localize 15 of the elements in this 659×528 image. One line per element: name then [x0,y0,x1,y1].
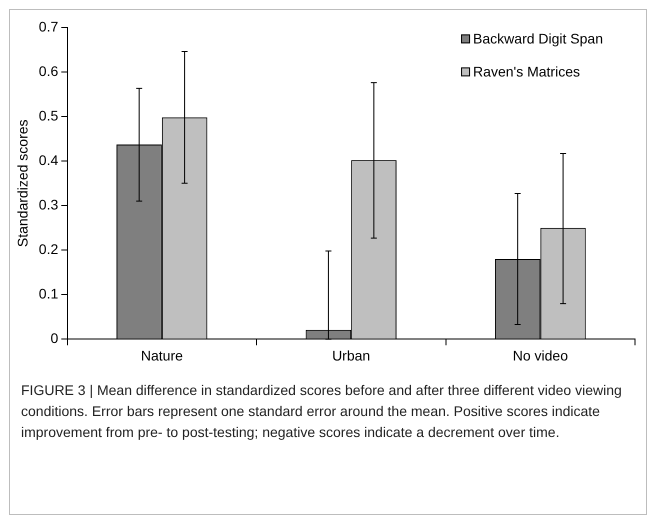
y-tick-label: 0.1 [38,286,58,302]
x-tick-label: Urban [332,347,370,364]
y-tick-label: 0.7 [38,18,58,34]
x-tick-label: Nature [140,347,184,364]
y-tick-label: 0.2 [38,240,58,257]
x-tick-label: No video [512,347,568,364]
y-axis-title: Standardized scores [14,119,30,248]
legend-label: Backward Digit Span [473,30,603,46]
y-tick-label: 0.4 [38,152,58,168]
y-tick-label: 0.5 [38,107,58,124]
y-tick-label: 0 [50,330,58,346]
legend-label: Raven's Matrices [473,63,580,80]
caption: FIGURE 3 | Mean difference in standardized scores before and after three different video viewing conditions. Error bars represent one standard error around the mean. Positive scores indicate improvement from pre- to post-testing; negative scores indicate a decrement over time. [21,381,623,442]
y-tick-label: 0.6 [38,62,58,79]
y-tick-label: 0.3 [38,196,58,212]
